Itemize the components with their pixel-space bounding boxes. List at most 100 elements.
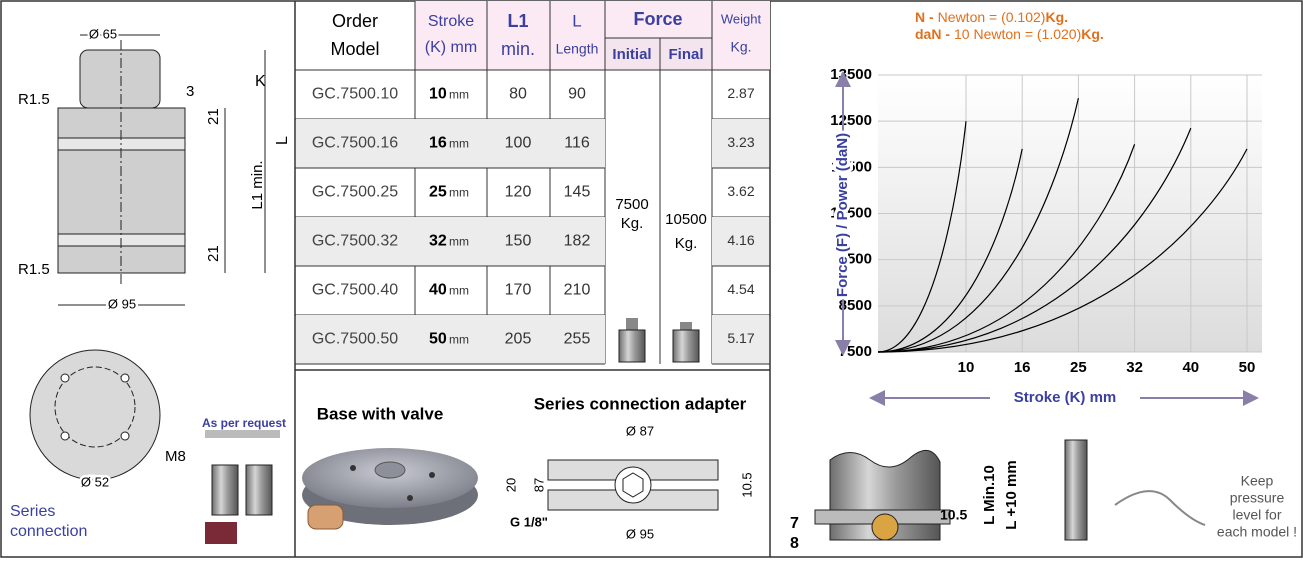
row-shade: [296, 119, 605, 168]
stroke: 40: [429, 282, 447, 299]
header: Final: [668, 46, 703, 63]
weight: 3.62: [727, 183, 754, 199]
x-axis-label: Stroke (K) mm: [1014, 389, 1117, 406]
stroke: 25: [429, 184, 447, 201]
dim-label: Ø 95: [626, 526, 654, 541]
y-tick-label: 10500: [830, 204, 872, 221]
force-curve: [877, 144, 1136, 353]
header: Stroke: [428, 13, 474, 30]
header: (K) mm: [425, 39, 477, 56]
header: L1: [507, 11, 528, 31]
unit-part: Newton = (0.102): [938, 9, 1046, 25]
unit-note: N - Newton = (0.102)Kg.: [915, 9, 1068, 25]
header: Order: [332, 11, 378, 31]
header: min.: [501, 39, 535, 59]
dim-label: L1 min.: [249, 160, 266, 209]
y-axis-label: Force (F) / Power (daN): [834, 133, 851, 297]
dim-label: L: [274, 136, 291, 145]
model: GC.7500.40: [312, 282, 398, 299]
x-tick-label: 25: [1070, 359, 1087, 376]
l1: 150: [505, 233, 532, 250]
force-curve: [877, 148, 1248, 353]
unit-part: 10 Newton = (1.020): [954, 26, 1081, 42]
force-curve: [877, 121, 967, 353]
dim-label: Ø 95: [108, 296, 136, 311]
dim-label: 20: [503, 478, 518, 492]
note: Keep: [1241, 473, 1274, 489]
install-drawing: 7 8 10.5 L Min.10 L +10 mm Keep pressure…: [790, 439, 1297, 552]
y-tick-label: 12500: [830, 112, 872, 129]
cylinder-drawing: [29, 34, 280, 544]
stroke: 10: [429, 86, 447, 103]
force-curve: [877, 97, 1079, 353]
model: GC.7500.16: [312, 135, 398, 152]
table-header: Order Model Stroke (K) mm L1 min. L Leng…: [295, 1, 770, 364]
stroke-unit: mm: [449, 137, 469, 151]
stroke: 32: [429, 233, 447, 250]
unit-part: daN -: [915, 26, 950, 42]
dim-label: 21: [205, 245, 222, 262]
dim-label: 21: [205, 108, 222, 125]
dim-label: 10.5: [739, 472, 754, 497]
stroke: 16: [429, 135, 447, 152]
dim-label: Ø 87: [626, 423, 654, 438]
unit-part: N -: [915, 9, 934, 25]
header: Kg.: [730, 39, 751, 55]
weight: 5.17: [727, 330, 754, 346]
l: 116: [564, 135, 590, 152]
model: GC.7500.32: [312, 233, 398, 250]
series-title: Series: [10, 503, 55, 520]
l: 255: [564, 331, 591, 348]
dim-label: 8: [790, 535, 799, 552]
y-tick-label: 8500: [839, 297, 872, 314]
request-note: As per request: [202, 416, 286, 430]
row-shade: [296, 217, 605, 266]
weight: 4.16: [727, 232, 754, 248]
header: L: [572, 11, 581, 30]
l1: 80: [509, 86, 527, 103]
model: GC.7500.25: [312, 184, 398, 201]
l1: 205: [505, 331, 532, 348]
note: pressure: [1230, 490, 1285, 506]
dim-label: L Min.10: [981, 465, 998, 525]
dim-label: Ø 52: [81, 474, 109, 489]
l: 145: [564, 184, 591, 201]
force-final: Kg.: [675, 235, 698, 252]
dim-label: M8: [165, 448, 186, 465]
dim-label: L +10 mm: [1003, 460, 1020, 529]
l: 90: [568, 86, 586, 103]
l: 210: [564, 282, 591, 299]
model: GC.7500.10: [312, 86, 398, 103]
header: Force: [633, 9, 682, 29]
weight: 4.54: [727, 281, 754, 297]
note: each model !: [1217, 524, 1297, 540]
header: Length: [556, 41, 599, 57]
x-tick-label: 16: [1014, 359, 1031, 376]
model: GC.7500.50: [312, 331, 398, 348]
l: 182: [564, 233, 591, 250]
stroke-unit: mm: [449, 235, 469, 249]
force-cells: 7500 Kg. 10500 Kg.: [615, 196, 707, 363]
stroke-unit: mm: [449, 88, 469, 102]
force-curve: [877, 148, 1023, 353]
x-tick-label: 40: [1182, 359, 1199, 376]
note: level for: [1232, 507, 1281, 523]
stroke-unit: mm: [449, 284, 469, 298]
row-shade: [712, 217, 769, 266]
header: Initial: [612, 46, 651, 63]
y-tick-label: 13500: [830, 66, 872, 83]
x-tick-label: 50: [1239, 359, 1256, 376]
accessories: Base with valve Series connection adapte…: [302, 394, 754, 544]
header: Model: [330, 39, 379, 59]
weight: 2.87: [727, 85, 754, 101]
base-title: Base with valve: [317, 404, 444, 423]
stroke-unit: mm: [449, 186, 469, 200]
y-tick-label: 11500: [831, 158, 872, 175]
dim-label: K: [255, 73, 266, 90]
dim-label: G 1/8": [510, 514, 548, 529]
unit-part: Kg.: [1045, 9, 1068, 25]
series-title: connection: [10, 523, 87, 540]
